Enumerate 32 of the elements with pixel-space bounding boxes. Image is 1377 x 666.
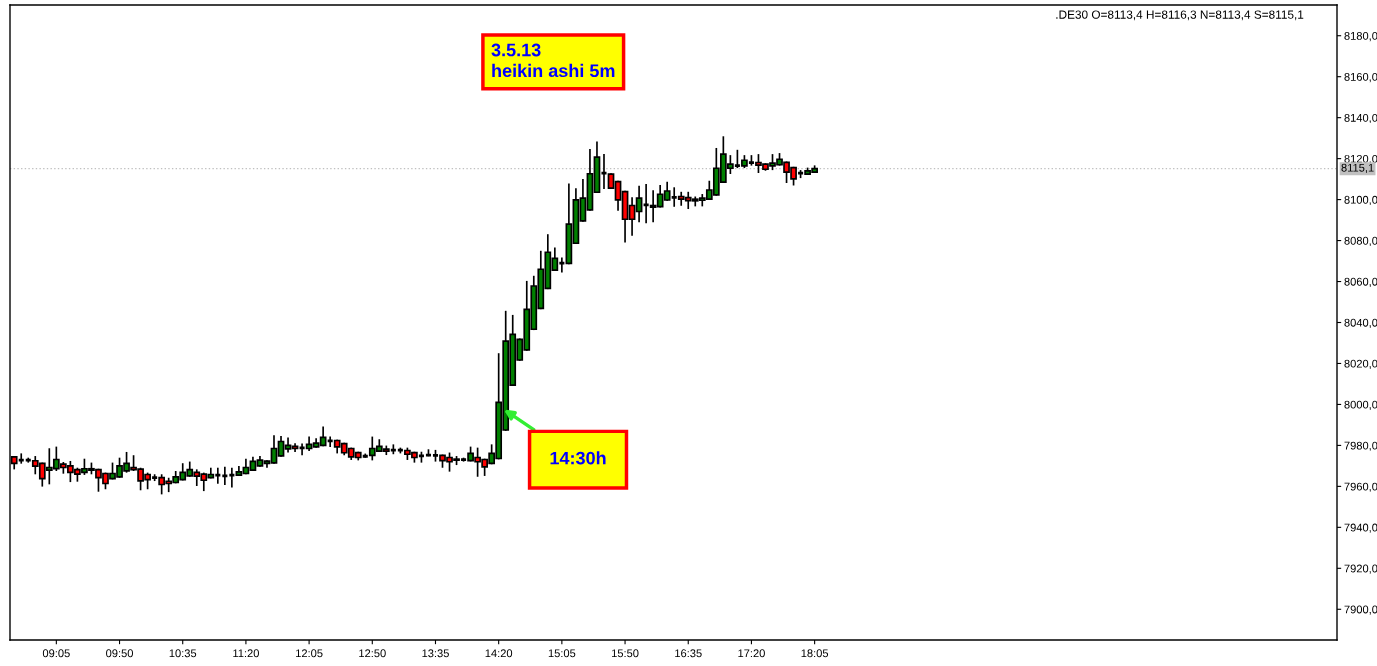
y-tick-label: 8040,0 [1344, 318, 1377, 328]
x-tick-label: 17:20 [738, 649, 765, 658]
y-tick-label: 8080,0 [1344, 236, 1377, 247]
y-tick-label: 8100,0 [1344, 195, 1377, 206]
x-tick-label: 09:50 [106, 649, 133, 658]
x-tick-label: 18:05 [801, 649, 829, 658]
chart-title: .DE30 O=8113,4 H=8116,3 N=8113,4 S=8115,1 [1056, 10, 1304, 21]
y-tick-label: 8060,0 [1344, 277, 1377, 287]
y-tick-label: 8020,0 [1344, 359, 1377, 369]
x-tick-label: 11:20 [233, 649, 259, 658]
x-tick-label: 09:05 [42, 649, 70, 658]
y-tick-label: 8180,0 [1344, 31, 1377, 42]
x-tick-label: 12:50 [359, 649, 386, 658]
y-tick-label: 7900,0 [1344, 605, 1377, 615]
y-tick-label: 8120,0 [1344, 154, 1377, 165]
x-tick-label: 15:50 [612, 649, 639, 658]
x-tick-label: 15:05 [548, 649, 576, 658]
y-tick-label: 8160,0 [1344, 72, 1377, 83]
x-tick-label: 12:05 [296, 649, 323, 658]
x-tick-label: 10:35 [169, 649, 197, 658]
y-tick-label: 7920,0 [1344, 564, 1377, 574]
y-tick-label: 8000,0 [1344, 400, 1377, 410]
annotation: 14:30h [550, 451, 606, 465]
x-tick-label: 13:35 [422, 649, 449, 658]
ref-line-label: 8115,1 [1341, 163, 1374, 173]
x-tick-label: 16:35 [675, 649, 702, 658]
y-tick-label: 8140,0 [1344, 113, 1377, 124]
y-tick-label: 7980,0 [1344, 441, 1377, 451]
y-tick-label: 7960,0 [1344, 482, 1377, 492]
y-tick-label: 7940,0 [1344, 523, 1377, 533]
annotation: 3.5.13 heikin ashi 5m [491, 43, 615, 78]
x-tick-label: 14:20 [485, 649, 513, 658]
